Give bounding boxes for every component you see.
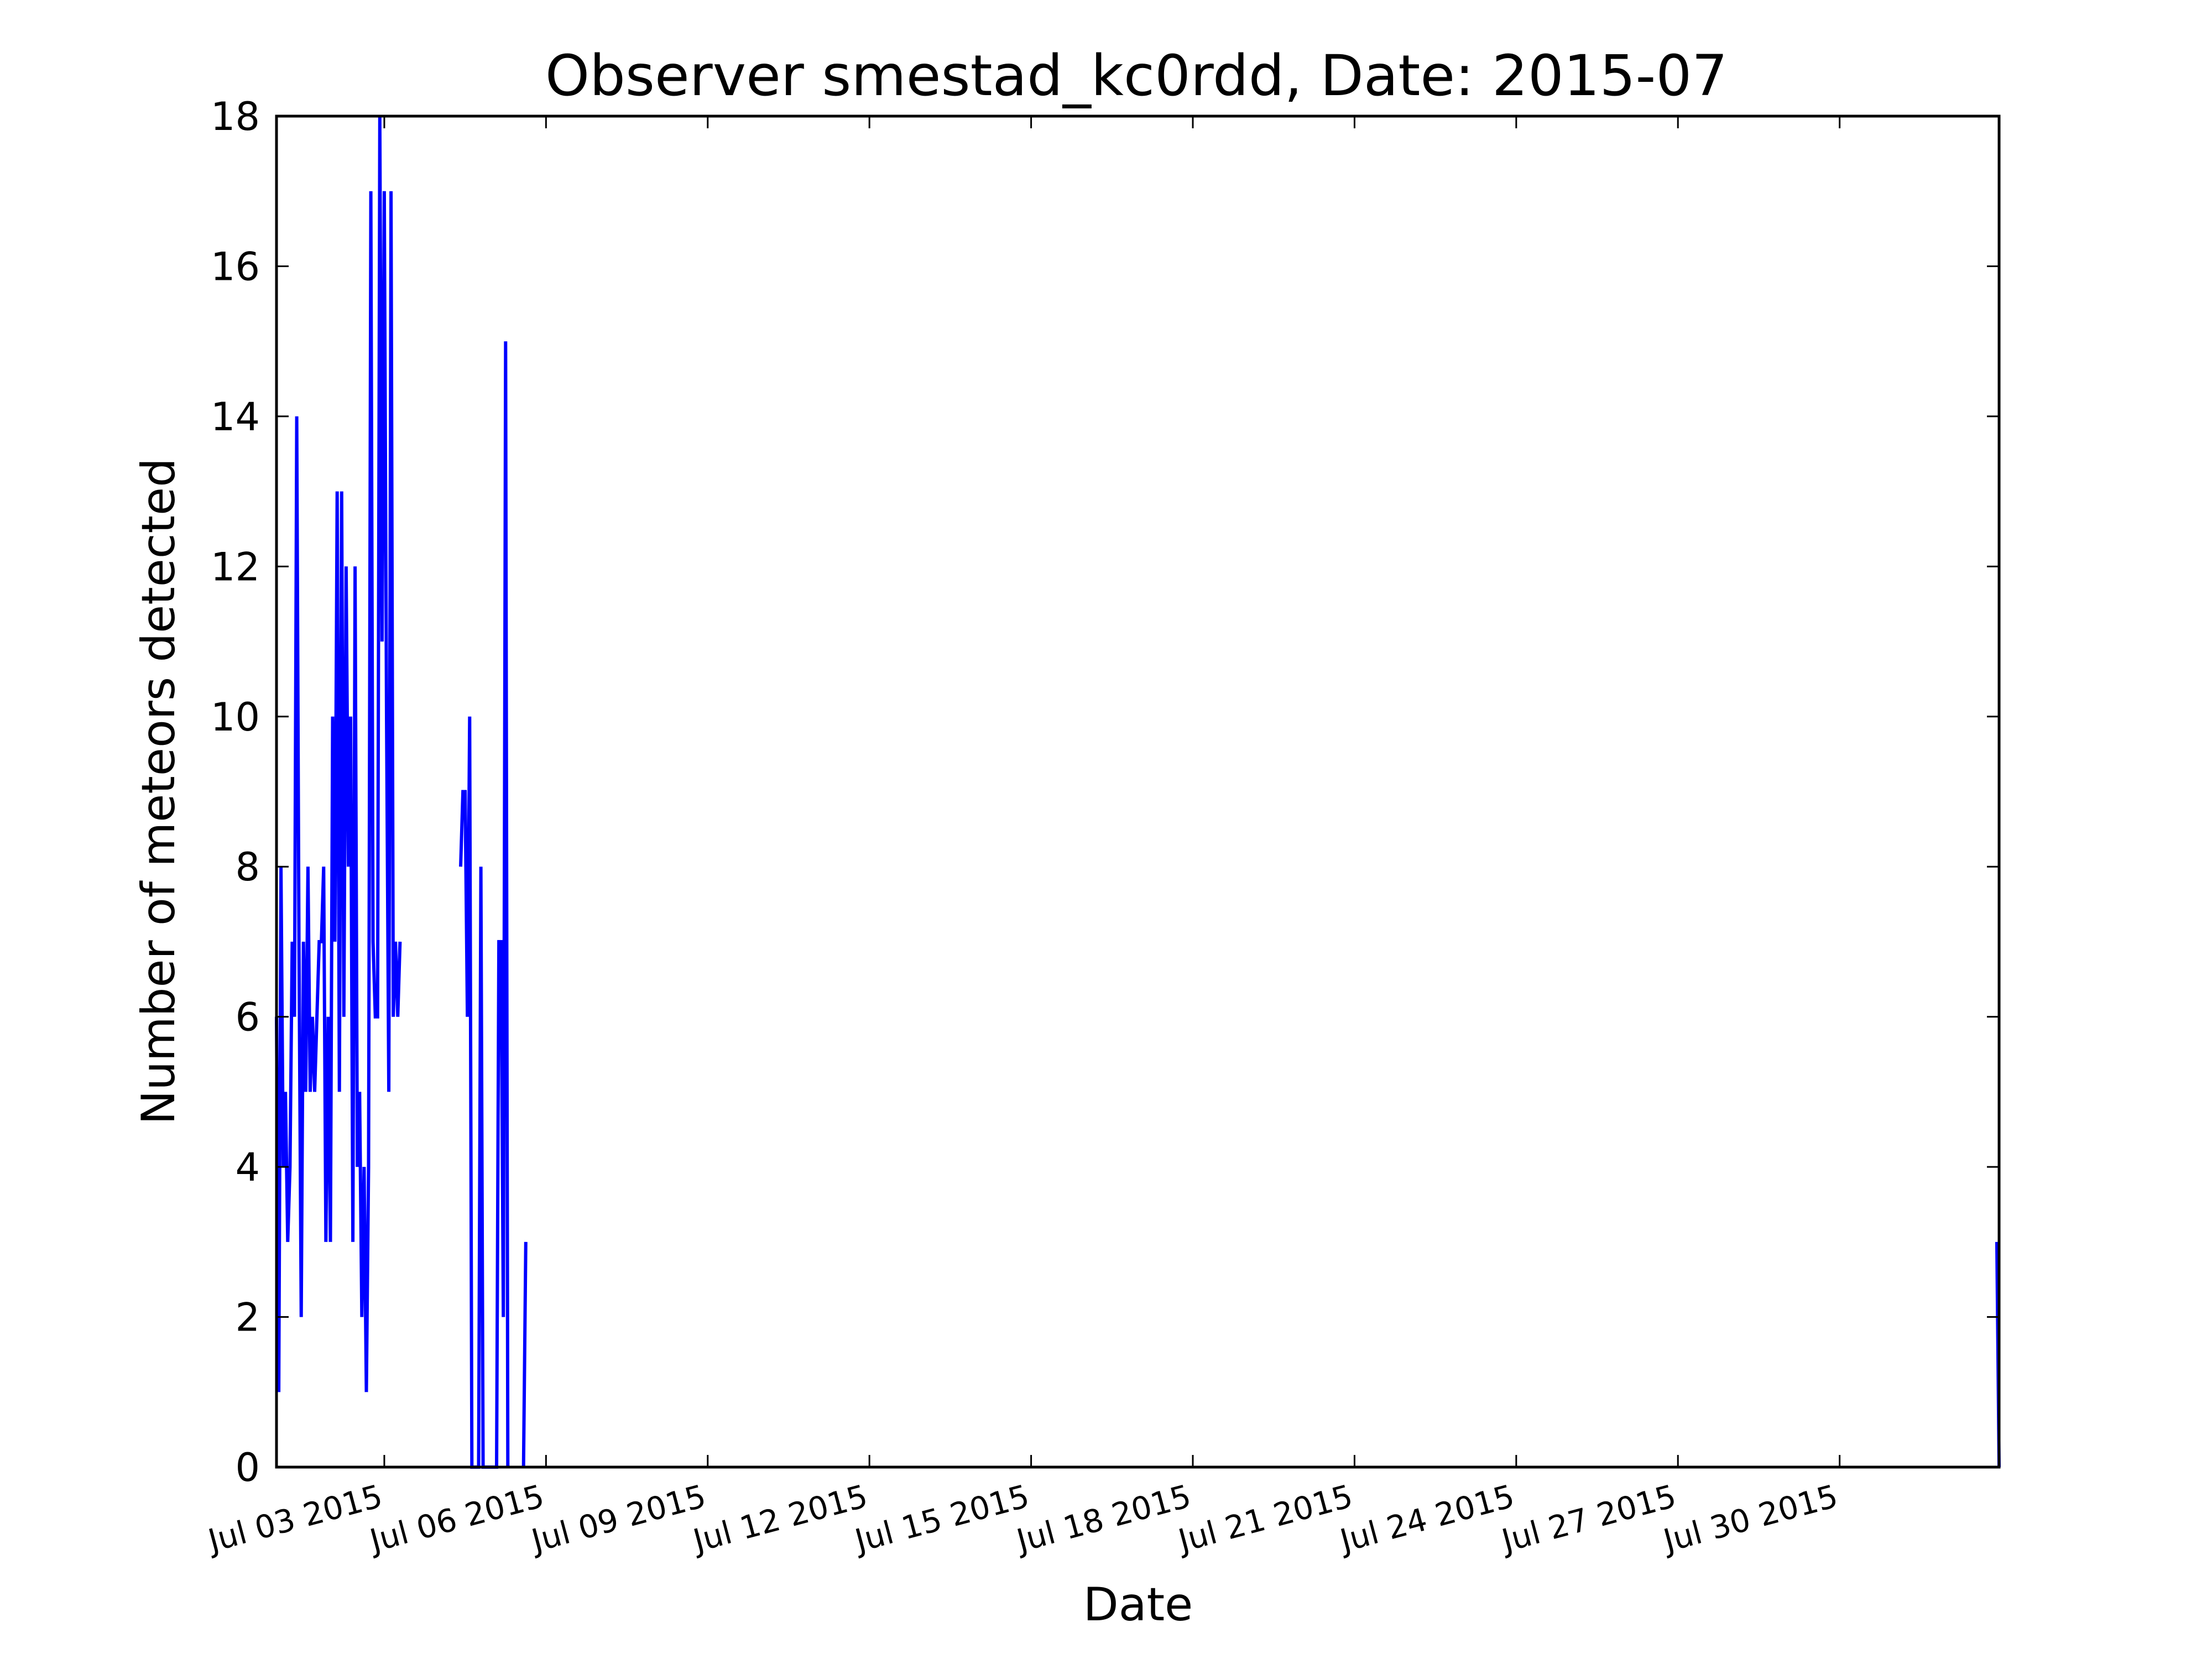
series-line-segment	[275, 116, 402, 1392]
series-line-segment	[521, 1241, 528, 1468]
y-tick-label: 10	[211, 695, 260, 740]
y-tick-label: 6	[235, 995, 260, 1040]
y-tick-label: 16	[211, 244, 260, 289]
y-tick-label: 4	[235, 1145, 260, 1190]
x-axis-label: Date	[1083, 1578, 1193, 1631]
y-axis-label: Number of meteors detected	[132, 458, 185, 1125]
y-tick-label: 0	[235, 1445, 260, 1490]
y-tick-label: 18	[211, 94, 260, 139]
plot-frame	[275, 114, 2001, 1469]
y-tick-label: 12	[211, 544, 260, 589]
y-tick-label: 2	[235, 1295, 260, 1340]
y-axis: 0 2 4 6 8 10 12 14 16 18	[211, 94, 1999, 1490]
chart-title: Observer smestad_kc0rdd, Date: 2015-07	[545, 43, 1728, 109]
y-tick-label: 14	[211, 394, 260, 440]
y-tick-label: 8	[235, 844, 260, 890]
